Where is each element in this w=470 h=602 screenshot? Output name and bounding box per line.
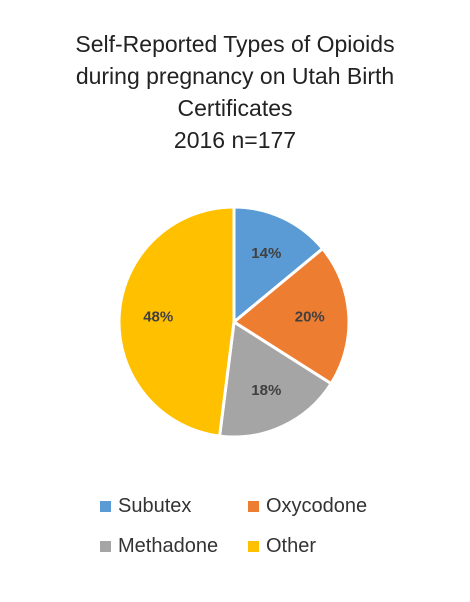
data-label-other: 48%: [143, 309, 173, 326]
legend-label-other: Other: [266, 534, 317, 557]
legend-swatch-methadone: [100, 540, 111, 552]
data-label-subutex: 14%: [251, 245, 281, 262]
legend-label-subutex: Subutex: [118, 494, 192, 517]
pie-slice-other: [117, 205, 236, 438]
chart-title-line-2: during pregnancy on Utah Birth: [75, 63, 395, 89]
pie-slice-subutex: [232, 205, 325, 324]
legend-item-other: Other: [248, 535, 398, 558]
legend-swatch-other: [248, 540, 259, 552]
chart-title-line-1: Self-Reported Types of Opioids: [75, 31, 395, 57]
legend-row: Subutex Oxycodone: [100, 486, 400, 526]
legend-item-subutex: Subutex: [100, 495, 248, 518]
legend-swatch-subutex: [100, 500, 111, 512]
legend-item-methadone: Methadone: [100, 535, 248, 558]
pie-slice-methadone: [218, 320, 333, 439]
data-label-oxycodone: 20%: [295, 309, 325, 326]
legend-label-oxycodone: Oxycodone: [266, 494, 368, 517]
legend-item-oxycodone: Oxycodone: [248, 495, 398, 518]
pie-slice-oxycodone: [232, 247, 351, 386]
data-label-methadone: 18%: [251, 382, 281, 399]
legend-swatch-oxycodone: [248, 500, 259, 512]
legend-label-methadone: Methadone: [118, 534, 219, 557]
chart-title: Self-Reported Types of Opioids during pr…: [0, 28, 470, 156]
chart-title-line-3: Certificates: [177, 95, 293, 121]
chart-legend: Subutex Oxycodone Methadone Other: [100, 486, 400, 566]
chart-title-line-4: 2016 n=177: [173, 127, 297, 153]
legend-row: Methadone Other: [100, 526, 400, 566]
